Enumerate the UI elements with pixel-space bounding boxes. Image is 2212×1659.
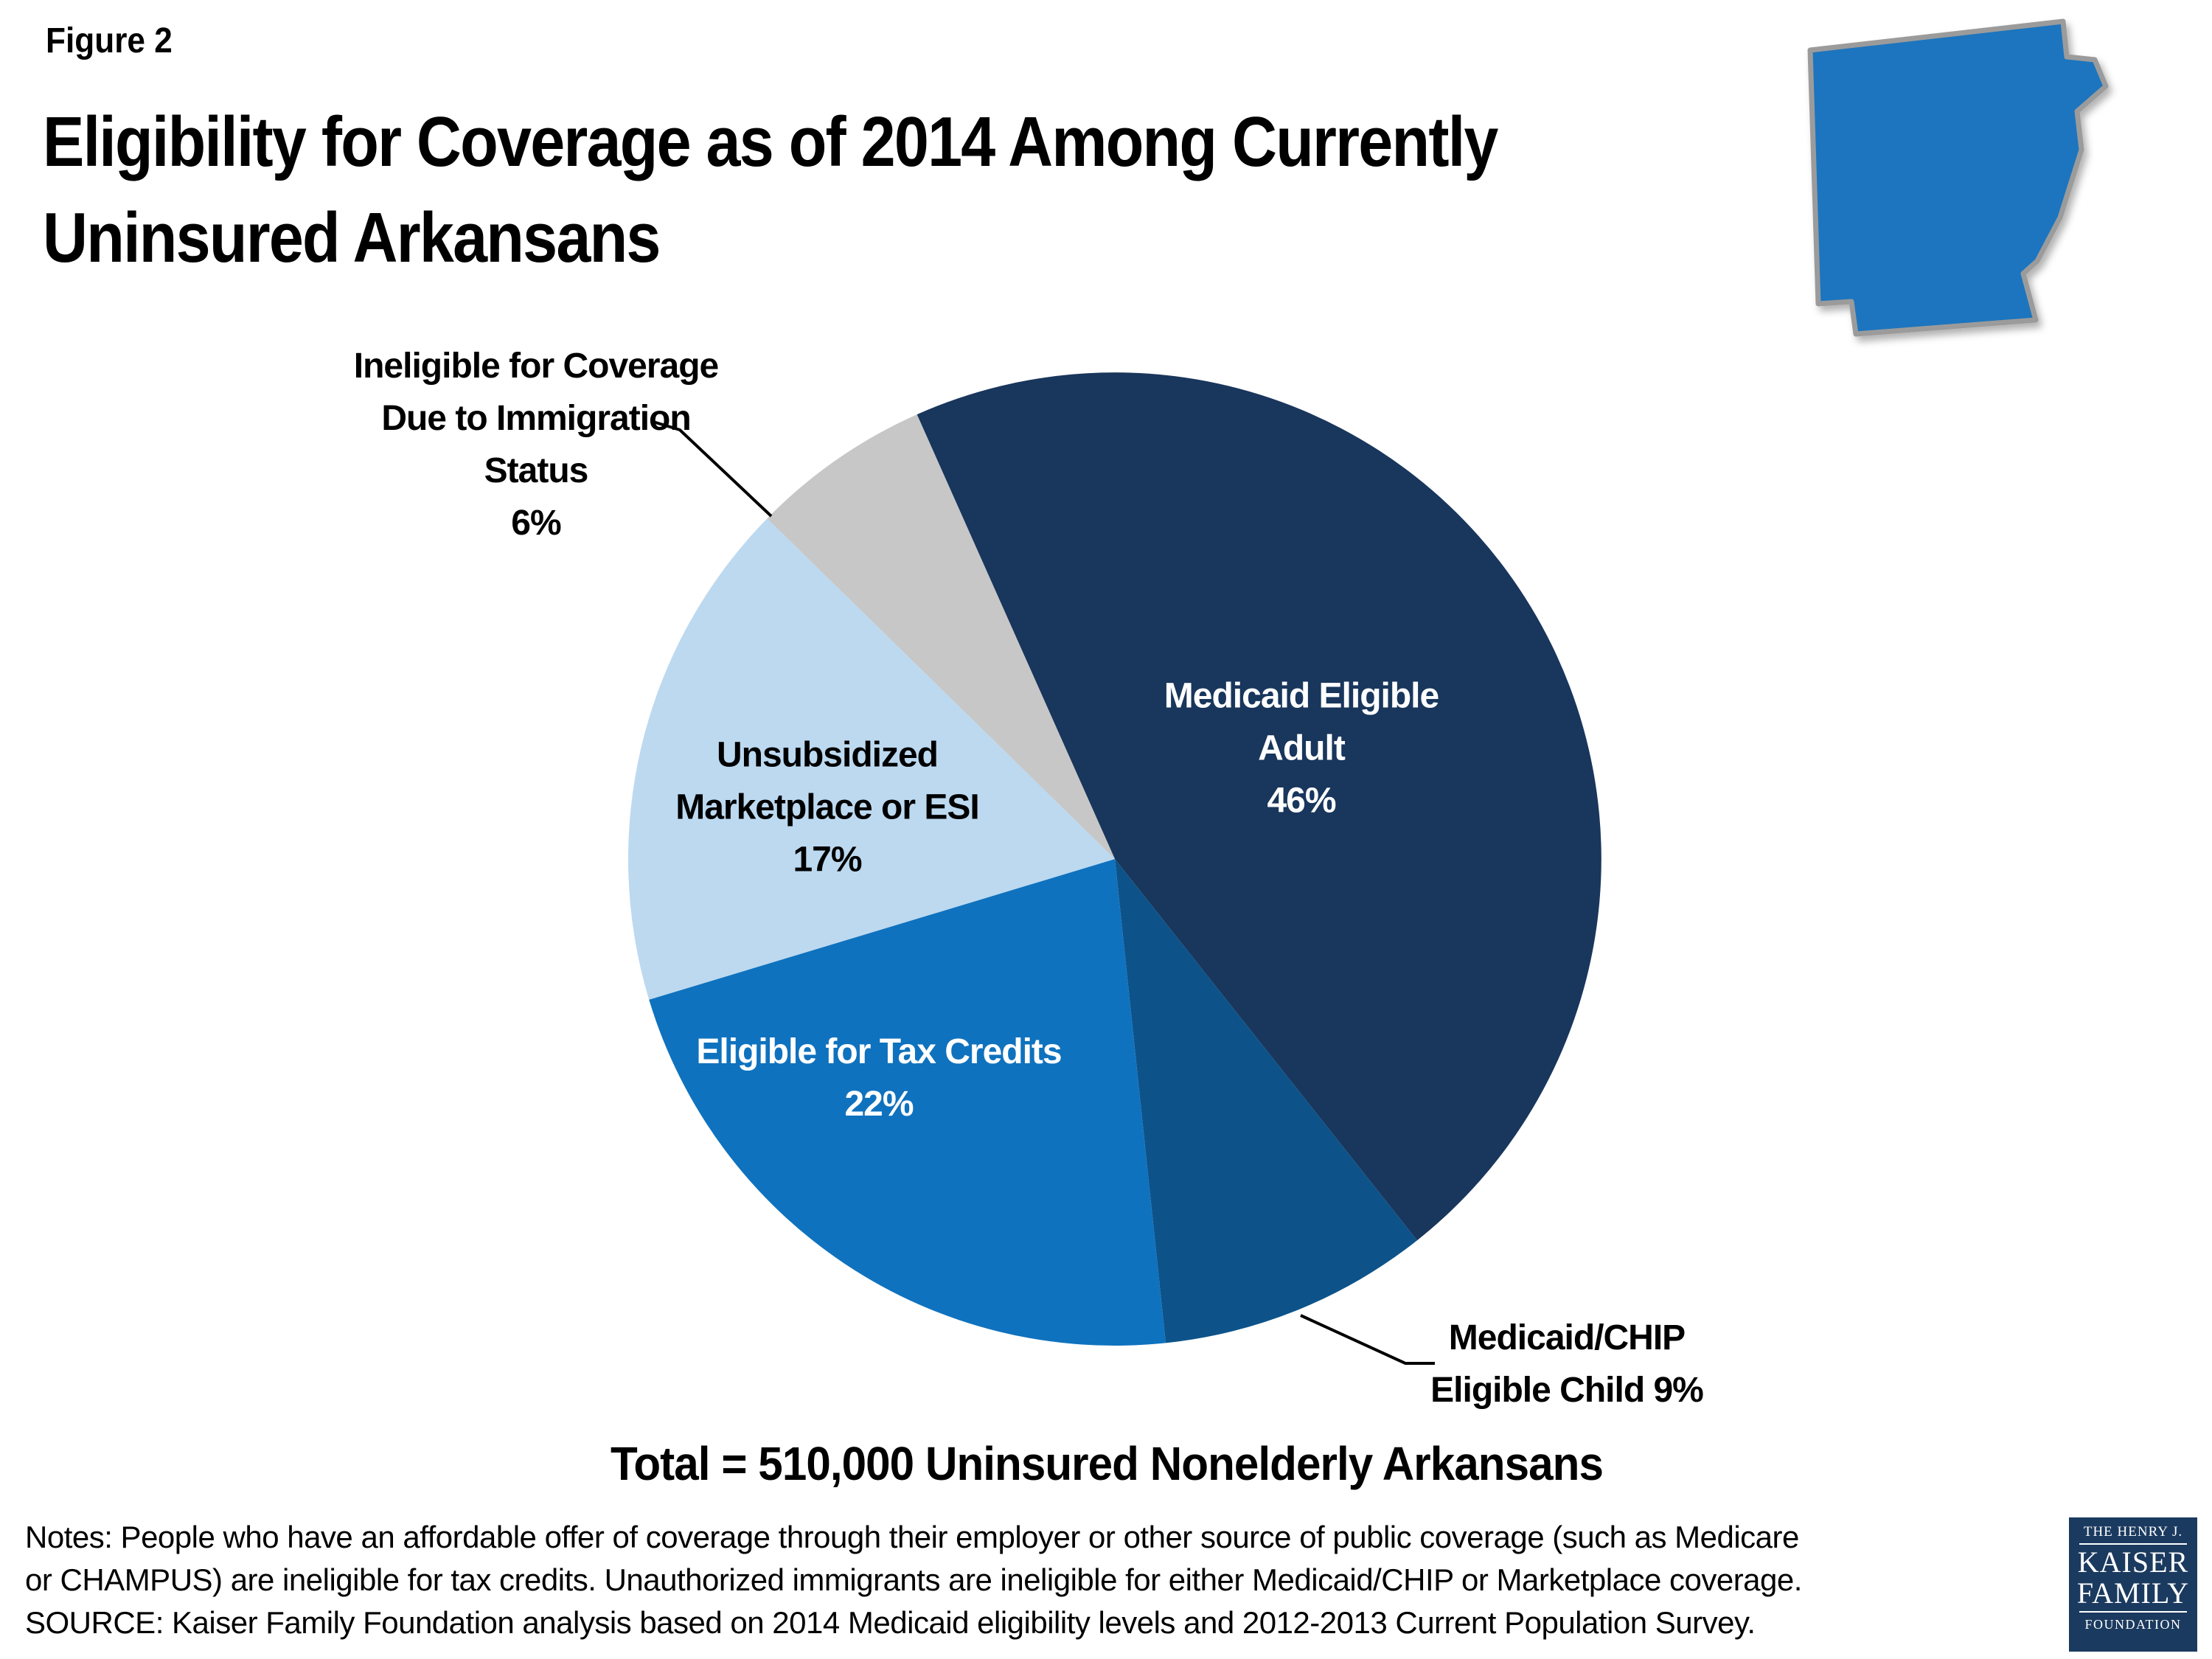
pie-label-line: Unsubsidized: [716, 735, 939, 775]
leader-line-ineligible: [653, 420, 773, 518]
logo-rule-bottom: [2079, 1611, 2187, 1613]
pie-slice-medicaid-eligible-adult: [917, 372, 1601, 1241]
leader-line-medicaid-chip-child: [1300, 1314, 1435, 1365]
pie-label-unsubsidized-marketplace: Unsubsidized Marketplace or ESI 17%: [675, 729, 980, 886]
pie-label-ineligible-immigration: Ineligible for Coverage Due to Immigrati…: [353, 340, 719, 549]
figure-number: Figure 2: [46, 21, 173, 60]
kaiser-family-foundation-logo: THE HENRY J. KAISER FAMILY FOUNDATION: [2069, 1517, 2197, 1652]
chart-title-line-2: Uninsured Arkansans: [43, 198, 661, 277]
pie-slice-eligible-for-tax-credits: [649, 859, 1166, 1346]
pie-label-line: Ineligible for Coverage: [353, 347, 719, 386]
pie-label-line: 46%: [1267, 781, 1336, 821]
notes-line-3: SOURCE: Kaiser Family Foundation analysi…: [25, 1605, 1756, 1640]
pie-label-line: 17%: [793, 840, 862, 880]
logo-text-family: FAMILY: [2076, 1576, 2190, 1610]
pie-label-line: Medicaid Eligible: [1164, 676, 1439, 716]
notes-line-1: Notes: People who have an affordable off…: [25, 1520, 1799, 1554]
pie-label-line: Adult: [1258, 728, 1346, 768]
pie-label-line: 22%: [844, 1085, 914, 1124]
pie-label-line: Eligible for Tax Credits: [696, 1032, 1062, 1071]
arkansas-state-map-icon: [1807, 18, 2109, 337]
total-caption: Total = 510,000 Uninsured Nonelderly Ark…: [611, 1437, 1604, 1490]
pie-label-line: 6%: [511, 504, 561, 543]
notes-source-text: Notes: People who have an affordable off…: [25, 1516, 1802, 1644]
pie-label-line: Marketplace or ESI: [675, 787, 980, 827]
logo-text-the-henry-j: THE HENRY J.: [2083, 1524, 2183, 1540]
pie-label-medicaid-chip-child: Medicaid/CHIP Eligible Child 9%: [1430, 1312, 1704, 1416]
logo-text-foundation: FOUNDATION: [2084, 1617, 2182, 1632]
pie-slices-group: [627, 372, 1601, 1346]
pie-slice-unsubsidized-marketplace-or-esi: [627, 518, 1115, 1000]
notes-line-2: or CHAMPUS) are ineligible for tax credi…: [25, 1562, 1802, 1597]
pie-label-line: Status: [484, 451, 589, 490]
pie-label-line: Medicaid/CHIP: [1448, 1318, 1686, 1357]
chart-title-line-1: Eligibility for Coverage as of 2014 Amon…: [43, 102, 1498, 181]
pie-label-line: Due to Immigration: [381, 399, 691, 438]
pie-slice-ineligible-for-coverage-due-to-immigration-status: [767, 414, 1115, 859]
chart-title: Eligibility for Coverage as of 2014 Amon…: [43, 94, 1498, 286]
pie-slice-medicaid-chip-eligible-child: [1115, 859, 1417, 1343]
pie-label-eligible-tax-credits: Eligible for Tax Credits 22%: [696, 1026, 1062, 1130]
pie-label-line: Eligible Child 9%: [1430, 1371, 1704, 1410]
logo-rule-top: [2079, 1543, 2187, 1545]
pie-label-medicaid-eligible-adult: Medicaid Eligible Adult 46%: [1164, 670, 1439, 827]
logo-text-kaiser: KAISER: [2077, 1545, 2189, 1579]
